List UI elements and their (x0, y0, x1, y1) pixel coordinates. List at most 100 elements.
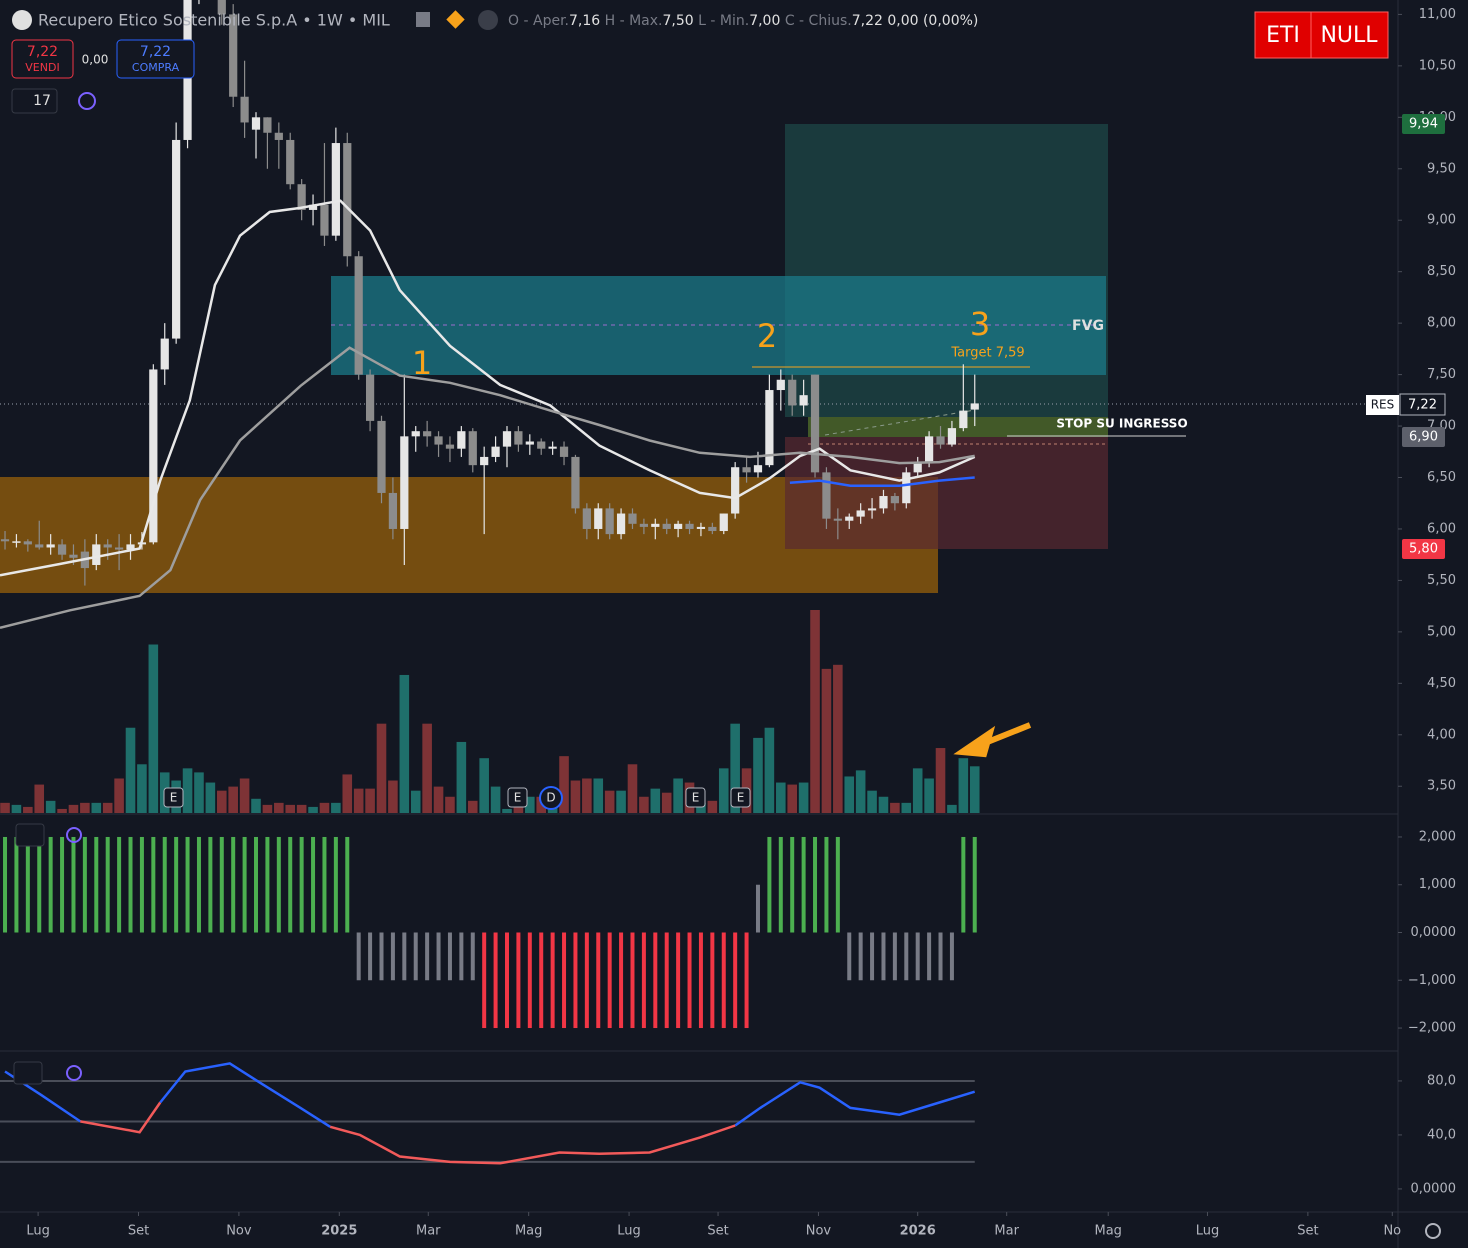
volume-bar (696, 802, 706, 813)
histogram-bar (470, 932, 475, 981)
x-tick-label: Mag (515, 1224, 542, 1239)
target-label: Target 7,59 (950, 346, 1024, 361)
candle-body (890, 496, 899, 504)
stop-badge (1402, 539, 1445, 559)
histogram-bar (48, 836, 53, 933)
candle-body (434, 436, 443, 445)
histogram-bar (790, 836, 795, 933)
volume-bar (45, 800, 56, 813)
histogram-bar (60, 836, 65, 933)
histogram-bar (356, 932, 361, 981)
line (159, 1062, 331, 1128)
x-tick-label: Mar (416, 1224, 441, 1239)
candle-body (537, 441, 546, 449)
candle-body (308, 204, 318, 210)
volume-bar (285, 804, 296, 813)
volume-bar (673, 778, 683, 813)
candle-body (114, 547, 124, 550)
entry-badge (1402, 427, 1445, 447)
histogram-bar (527, 932, 532, 1029)
y-tick-label: 6,00 (1427, 521, 1456, 536)
pane-toggle[interactable] (13, 1061, 43, 1085)
y-tick-label: 2,000 (1419, 829, 1456, 844)
histogram-bar (870, 932, 875, 981)
volume-bar (0, 802, 10, 813)
volume-bar (91, 802, 102, 813)
histogram-bar (436, 932, 441, 981)
y-tick-label: 11,00 (1419, 7, 1456, 22)
wave-label: 2 (757, 317, 777, 355)
volume-bar (490, 786, 501, 813)
volume-bar (958, 758, 969, 813)
candle-body (822, 472, 831, 519)
histogram-bar (755, 884, 760, 933)
y-tick-label: 4,00 (1427, 727, 1456, 742)
candle-body (628, 513, 637, 524)
candle-body (833, 518, 842, 521)
candle-body (936, 436, 945, 445)
sync-icon[interactable] (78, 92, 96, 110)
histogram-bar (550, 932, 555, 1029)
legend: Recupero Etico Sostenibile S.p.A • 1W • … (11, 10, 1441, 1239)
histogram-bar (664, 932, 669, 1029)
candle-body (525, 441, 534, 445)
volume-bar (525, 796, 535, 813)
volume-bar (650, 788, 661, 813)
candle-body (616, 513, 626, 535)
histogram-bar (744, 932, 749, 1029)
volume-bar (616, 790, 626, 813)
histogram-bar (413, 932, 418, 981)
candle-body (947, 428, 957, 445)
annotations: 1 2 3 Target 7,59 FVG STOP SU INGRESSO E… (163, 305, 1188, 810)
candle-body (343, 143, 352, 257)
histogram-bar (698, 932, 703, 1029)
sync-icon[interactable] (66, 1065, 82, 1081)
histogram-bar (288, 836, 293, 933)
sync-icon[interactable] (66, 827, 82, 843)
histogram-bar (915, 932, 920, 981)
histogram-bar (641, 932, 646, 1029)
stop-price: 5,80 (1409, 542, 1438, 557)
stop-label: STOP SU INGRESSO (1056, 417, 1187, 431)
event-icon[interactable] (446, 10, 465, 29)
line (734, 1080, 976, 1127)
volume-bar (274, 802, 284, 813)
histogram-bar (573, 932, 578, 1029)
hide-icon[interactable] (478, 10, 498, 30)
candle-body (708, 526, 717, 532)
y-tick-label: 9,00 (1427, 213, 1456, 228)
histogram-bar (892, 932, 897, 981)
pane-toggle[interactable] (15, 823, 45, 847)
settings-icon[interactable] (1425, 1223, 1441, 1239)
volume-bar (342, 774, 353, 813)
candle-body (788, 379, 797, 406)
histogram-bar (562, 932, 567, 1029)
buy-button[interactable] (116, 39, 195, 79)
earnings-text: E (692, 791, 700, 805)
volume-bar (627, 764, 638, 813)
volume-bar (718, 768, 729, 813)
volume-bar (912, 768, 923, 813)
volume-bar (661, 792, 672, 813)
last-badge (1399, 393, 1446, 416)
candle-body (0, 539, 10, 542)
sell-button[interactable] (11, 39, 74, 79)
indicators-toggle[interactable] (11, 88, 58, 114)
histogram-bar (607, 932, 612, 1029)
candle-body (445, 444, 455, 449)
candle-body (742, 467, 751, 473)
sell-price: 7,22 (27, 44, 58, 60)
candle-body (400, 436, 409, 529)
volume-bar (707, 800, 718, 813)
volume-bar (57, 808, 67, 813)
histogram-bar (94, 836, 99, 933)
candle-body (365, 374, 375, 421)
volume-bar (456, 741, 467, 813)
badge (1310, 11, 1389, 59)
y-tick-label: −1,000 (1408, 973, 1456, 988)
histogram-bar (333, 836, 338, 933)
flag-icon[interactable] (416, 12, 430, 27)
x-tick-label: Nov (806, 1224, 832, 1239)
candle-body (959, 410, 968, 429)
candle-body (320, 204, 329, 236)
